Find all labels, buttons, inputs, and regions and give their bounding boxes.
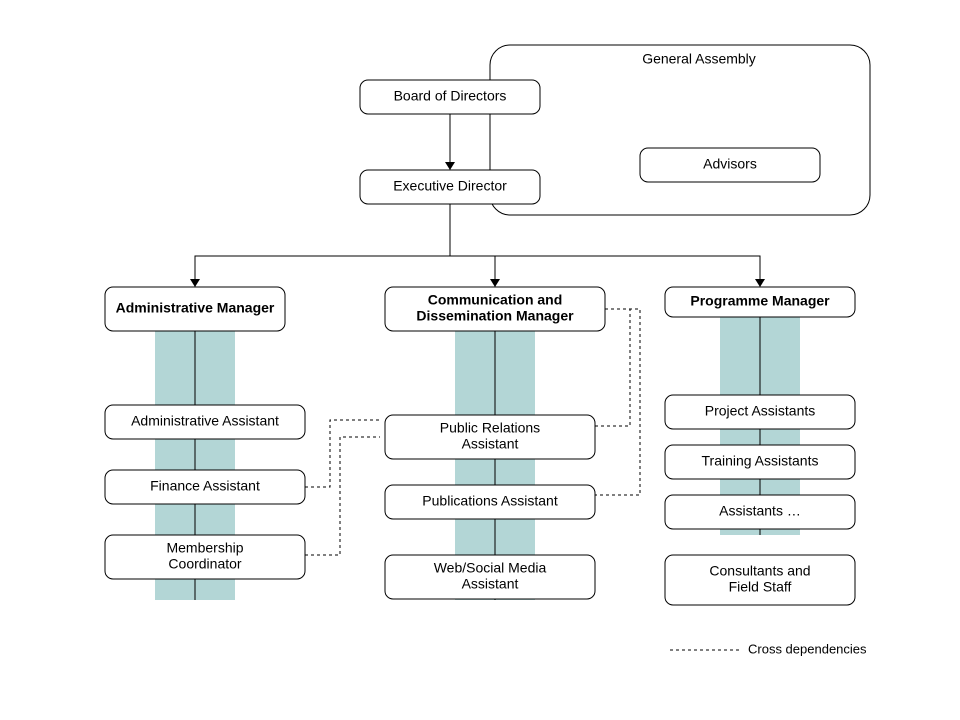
node-general-assembly [490, 45, 870, 215]
label-prog_mgr: Programme Manager [690, 293, 830, 309]
label-advisors: Advisors [703, 156, 757, 172]
label-train_asst: Training Assistants [702, 453, 819, 469]
label-board: Board of Directors [394, 88, 507, 104]
label-admin_mgr: Administrative Manager [116, 300, 275, 316]
label-general-assembly: General Assembly [642, 51, 756, 67]
label-consult: Field Staff [729, 579, 792, 595]
label-comm_mgr: Dissemination Manager [416, 308, 574, 324]
cross-edge [590, 309, 640, 495]
label-proj_asst: Project Assistants [705, 403, 816, 419]
org-chart: General Assembly Board of Directors Adviso… [0, 0, 960, 720]
label-web_asst: Assistant [462, 576, 519, 592]
label-comm_mgr: Communication and [428, 292, 563, 308]
label-pub_asst: Publications Assistant [422, 493, 558, 509]
cross-edge [305, 420, 380, 487]
label-memb_coord: Coordinator [168, 556, 241, 572]
label-memb_coord: Membership [166, 540, 243, 556]
arrow-head [490, 279, 500, 287]
label-pr_asst: Public Relations [440, 420, 540, 436]
label-exec: Executive Director [393, 178, 507, 194]
label-consult: Consultants and [709, 563, 810, 579]
label-web_asst: Web/Social Media [434, 560, 547, 576]
label-asst_more: Assistants … [719, 503, 801, 519]
legend-label: Cross dependencies [748, 641, 867, 656]
arrow-head [755, 279, 765, 287]
label-admin_asst: Administrative Assistant [131, 413, 279, 429]
label-fin_asst: Finance Assistant [150, 478, 260, 494]
arrow-head [190, 279, 200, 287]
cross-edge [305, 437, 380, 555]
label-pr_asst: Assistant [462, 436, 519, 452]
